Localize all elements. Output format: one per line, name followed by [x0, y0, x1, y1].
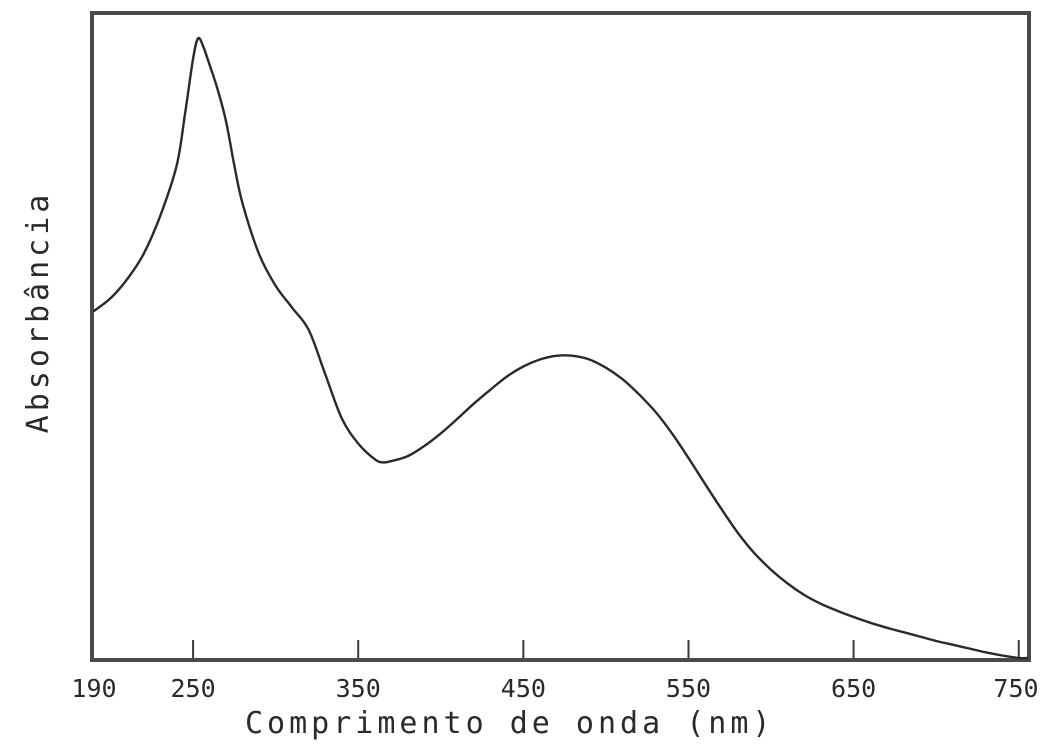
x-tick-label-450: 450 [501, 674, 546, 703]
x-tick-label-550: 550 [666, 674, 711, 703]
x-axis-label: Comprimento de onda (nm) [245, 706, 774, 741]
absorbance-series-line [92, 36, 1029, 660]
x-axis-tick-labels: 190 250 350 450 550 650 750 [71, 674, 1038, 703]
x-tick-label-650: 650 [831, 674, 876, 703]
plot-frame [90, 11, 1031, 662]
x-tick-label-190: 190 [71, 674, 116, 703]
x-tick-label-250: 250 [171, 674, 216, 703]
y-axis-label: Absorbância [21, 191, 56, 434]
x-tick-label-350: 350 [336, 674, 381, 703]
x-axis-ticks [192, 640, 1020, 658]
x-tick-label-750: 750 [993, 674, 1038, 703]
